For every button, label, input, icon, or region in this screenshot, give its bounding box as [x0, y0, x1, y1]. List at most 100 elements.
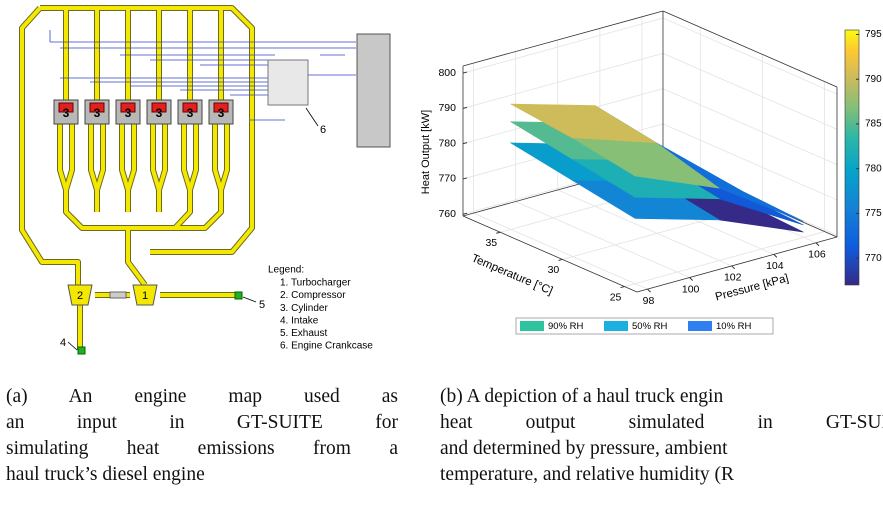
cylinder-head	[89, 102, 105, 113]
legend-swatch	[520, 321, 544, 331]
z-tick	[462, 106, 468, 109]
axis-line	[636, 236, 838, 293]
legend-item: 3. Cylinder	[280, 303, 328, 314]
y-tick	[731, 265, 736, 270]
legend-item: 1. Turbocharger	[280, 278, 351, 289]
y-tick-label: 102	[724, 272, 742, 284]
surface-chart: 760 770 780 790 800 25 30 35 98 100 102 104 106 Heat …	[420, 10, 882, 335]
callout-line	[67, 341, 78, 351]
grid-line	[662, 88, 838, 166]
caption-line: simulating heat emissions from a	[6, 438, 398, 459]
grid-line	[624, 231, 825, 287]
wall	[663, 11, 837, 237]
legend-swatch	[688, 321, 712, 331]
x-tick-label: 35	[485, 237, 497, 249]
wiring	[49, 30, 391, 355]
colorbar-tick-label: 770	[865, 253, 882, 264]
cylinder-label: 3	[125, 106, 132, 120]
callout-label: 4	[60, 337, 66, 349]
surface-patch	[572, 138, 720, 189]
legend-item: 2. Compressor	[280, 290, 346, 301]
axis-line	[462, 10, 664, 67]
caption-line: temperature, and relative humidity (R	[440, 464, 735, 485]
legend-item: 5. Exhaust	[280, 328, 327, 339]
intake-end	[77, 346, 86, 355]
exhaust-end	[234, 291, 243, 300]
grid-line	[662, 123, 838, 201]
y-tick-label: 106	[808, 249, 826, 261]
grid-line	[662, 52, 838, 130]
grid-line	[462, 17, 664, 74]
cylinder-head	[182, 102, 198, 113]
grid-line	[473, 212, 648, 290]
y-tick	[689, 277, 693, 281]
cylinder-label: 3	[218, 106, 225, 120]
z-tick-label: 780	[438, 137, 456, 149]
x-tick	[558, 258, 563, 261]
colorbar-tick-label: 780	[865, 163, 882, 174]
turbo-label: 1	[142, 290, 148, 302]
legend-label: 90% RH	[548, 321, 584, 332]
cylinder-label: 3	[63, 106, 70, 120]
cylinder-label: 3	[187, 106, 194, 120]
axis-line	[662, 10, 838, 88]
x-axis-label: Temperature [°C]	[470, 252, 555, 297]
callout-line	[242, 296, 257, 303]
legend-title: Legend:	[268, 265, 304, 276]
turbo-box	[132, 284, 158, 306]
ecu-box	[356, 33, 391, 148]
z-tick-label: 790	[438, 102, 456, 114]
colorbar	[844, 29, 860, 286]
z-axis-label: Heat Output [kW]	[420, 110, 432, 194]
colorbar-tick-label: 775	[865, 208, 882, 219]
legend-swatch	[604, 321, 628, 331]
callout-label: 6	[320, 124, 326, 136]
colorbar-tick-label: 785	[865, 119, 882, 130]
caption-b: (b) A depiction of a haul truck engin he…	[440, 384, 883, 488]
x-tick-label: 25	[610, 291, 622, 303]
caption-a: (a) An engine map used as an input in GT…	[6, 384, 398, 488]
z-tick	[462, 212, 468, 215]
colorbar-tick-label: 790	[865, 74, 882, 85]
engine-diagram: 4 5 6 Legend: 3 3 3 3 3 3 2 1 1. Turbocharger2. …	[0, 0, 391, 355]
caption-line: heat output simulated in GT-SUI	[440, 412, 883, 433]
x-tick-label: 30	[548, 264, 560, 276]
cylinder-head	[120, 102, 136, 113]
z-tick-label: 770	[438, 173, 456, 185]
caption-line: an input in GT-SUITE for	[6, 412, 398, 433]
y-tick	[815, 242, 820, 247]
legend-label: 10% RH	[716, 321, 752, 332]
z-tick	[462, 142, 468, 145]
callout-line	[305, 107, 319, 127]
y-tick	[773, 254, 778, 258]
caption-line: and determined by pressure, ambient	[440, 438, 728, 459]
pipe-part	[109, 291, 127, 299]
z-tick-label: 760	[438, 208, 456, 220]
y-tick	[647, 288, 651, 293]
callout-label: 5	[259, 299, 265, 311]
cylinder-head	[151, 102, 167, 113]
axis-line	[462, 215, 638, 293]
x-tick	[620, 286, 625, 289]
y-tick-label: 98	[643, 295, 655, 307]
caption-line: haul truck’s diesel engine	[6, 464, 205, 485]
grid-line	[557, 189, 732, 267]
grid-line	[462, 52, 664, 109]
legend-item: 4. Intake	[280, 315, 319, 326]
cylinder-head	[213, 102, 229, 113]
legend-item: 6. Engine Crankcase	[280, 341, 373, 352]
z-tick-label: 800	[438, 67, 456, 79]
cylinder-label: 3	[94, 106, 101, 120]
caption-line: (a) An engine map used as	[6, 386, 398, 407]
grid-line	[662, 17, 838, 95]
cylinder-label: 3	[156, 106, 163, 120]
y-tick-label: 100	[682, 283, 700, 295]
z-tick	[462, 71, 468, 74]
grid-line	[515, 201, 690, 278]
x-tick	[496, 231, 501, 234]
turbo-box	[67, 284, 93, 306]
legend-label: 50% RH	[632, 321, 668, 332]
colorbar-tick-label: 795	[865, 29, 882, 40]
cylinder-head	[58, 102, 74, 113]
